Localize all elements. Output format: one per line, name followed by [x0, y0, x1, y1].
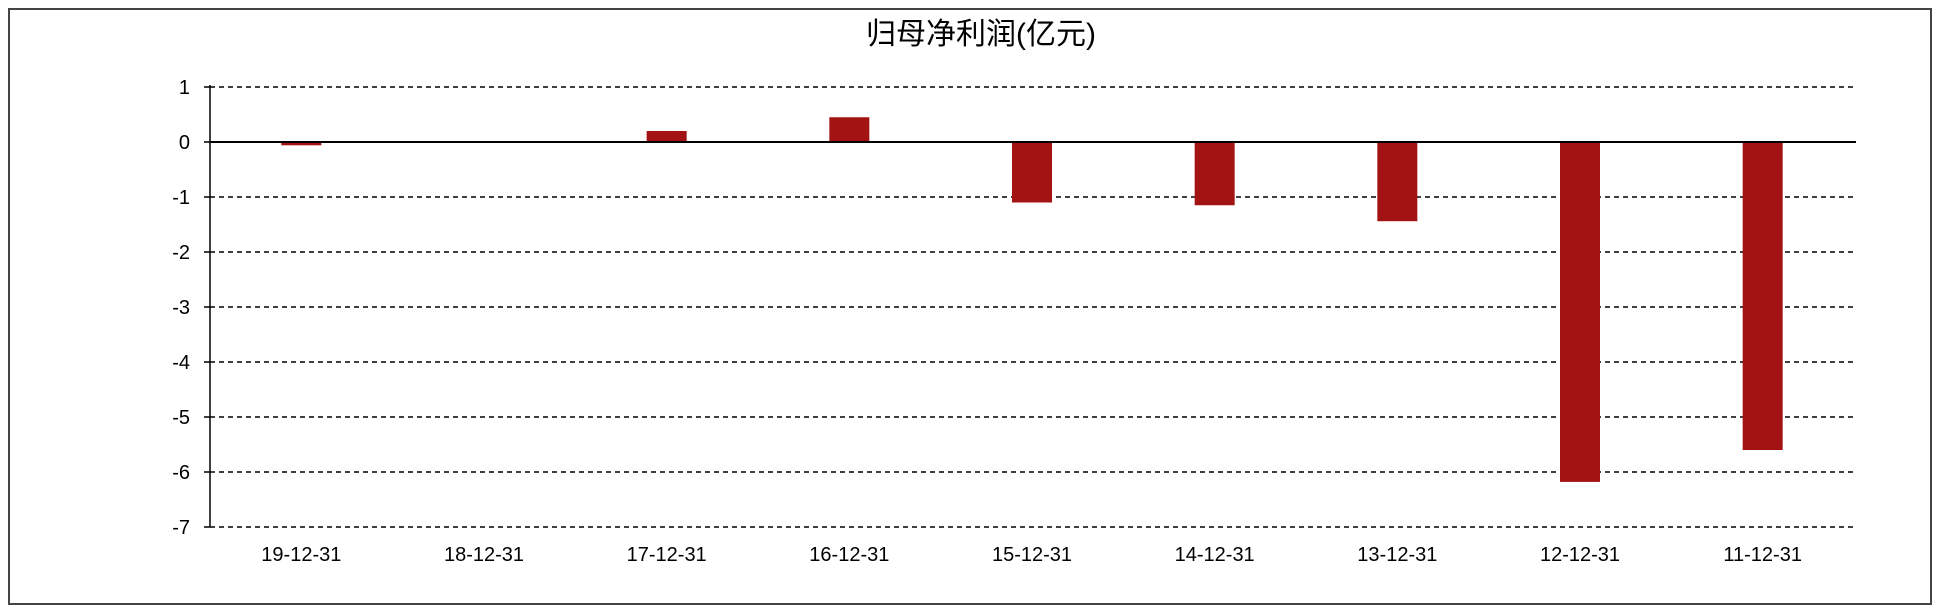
- bar-17-12-31: [646, 131, 687, 142]
- x-tick-label: 13-12-31: [1357, 544, 1437, 566]
- bar-13-12-31: [1377, 142, 1418, 222]
- bar-15-12-31: [1012, 142, 1052, 203]
- bar-12-12-31: [1560, 142, 1600, 482]
- chart-title: 归母净利润(亿元): [866, 18, 1096, 51]
- x-tick-label: 15-12-31: [992, 544, 1072, 566]
- x-tick-label: 11-12-31: [1723, 544, 1802, 566]
- x-tick-label: 16-12-31: [809, 544, 889, 566]
- y-tick-label: -3: [172, 297, 190, 319]
- y-tick-label: -5: [172, 407, 190, 429]
- chart-frame: [8, 8, 1932, 605]
- y-tick-label: -1: [172, 187, 190, 209]
- bar-11-12-31: [1742, 142, 1783, 450]
- bar-19-12-31: [281, 142, 322, 146]
- x-tick-label: 12-12-31: [1540, 544, 1620, 566]
- y-tick-label: 0: [179, 132, 190, 154]
- y-tick-label: 1: [179, 77, 190, 99]
- x-tick-label: 17-12-31: [627, 544, 707, 566]
- y-tick-label: -7: [172, 517, 190, 539]
- y-tick-label: -4: [172, 352, 190, 374]
- bar-14-12-31: [1194, 142, 1235, 206]
- bar-16-12-31: [829, 117, 870, 142]
- x-tick-label: 18-12-31: [444, 544, 524, 566]
- y-tick-label: -6: [172, 462, 190, 484]
- x-tick-label: 19-12-31: [261, 544, 341, 566]
- y-tick-label: -2: [172, 242, 190, 264]
- x-tick-label: 14-12-31: [1175, 544, 1255, 566]
